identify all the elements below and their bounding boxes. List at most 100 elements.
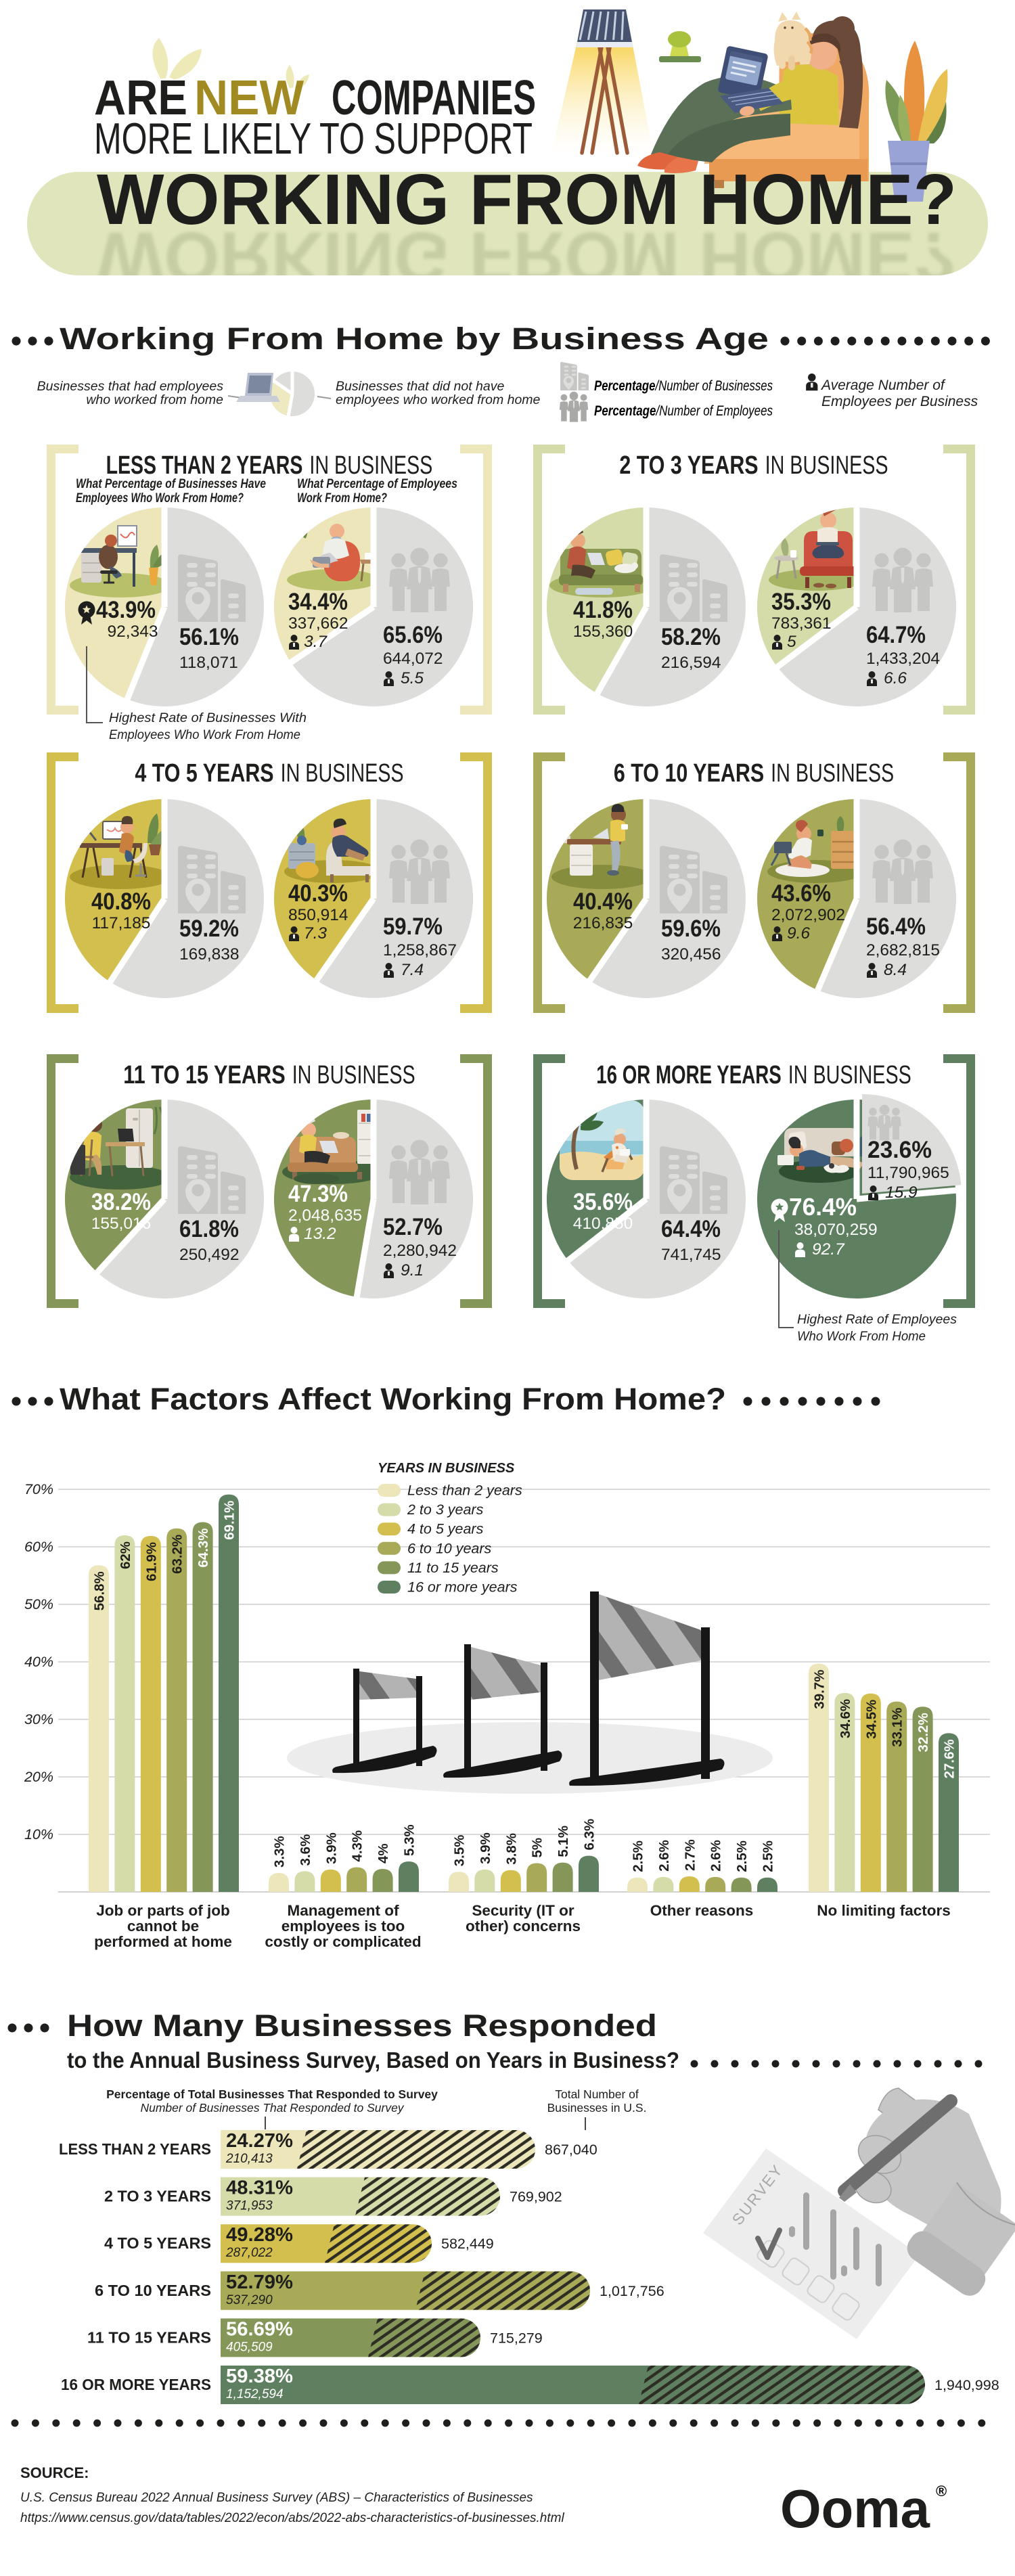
svg-text:41.8%: 41.8% (573, 597, 633, 623)
svg-text:No limiting factors: No limiting factors (817, 1902, 951, 1919)
svg-text:performed at home: performed at home (94, 1933, 232, 1950)
svg-text:2,682,815: 2,682,815 (866, 941, 940, 959)
svg-text:6.3%: 6.3% (582, 1819, 597, 1851)
svg-text:15.9: 15.9 (885, 1183, 918, 1202)
svg-text:https://www.census.gov/data/ta: https://www.census.gov/data/tables/2022/… (20, 2511, 564, 2525)
svg-text:6 TO 10 YEARS: 6 TO 10 YEARS (614, 759, 764, 788)
svg-text:Highest Rate of Businesses Wit: Highest Rate of Businesses With (109, 710, 307, 725)
svg-text:U.S. Census Bureau 2022 Annual: U.S. Census Bureau 2022 Annual Business … (20, 2491, 533, 2505)
svg-text:24.27%: 24.27% (226, 2130, 293, 2152)
svg-text:What Percentage of Businesses: What Percentage of Businesses Have (76, 476, 266, 491)
svg-text:40%: 40% (24, 1654, 53, 1670)
svg-text:56.8%: 56.8% (92, 1571, 108, 1610)
svg-text:40.3%: 40.3% (288, 880, 348, 907)
svg-text:405,509: 405,509 (226, 2340, 273, 2354)
svg-text:40.4%: 40.4% (573, 888, 633, 915)
svg-text:644,072: 644,072 (383, 650, 443, 668)
svg-text:Other reasons: Other reasons (650, 1902, 754, 1919)
svg-text:16 OR MORE YEARS: 16 OR MORE YEARS (596, 1061, 782, 1089)
svg-text:35.6%: 35.6% (573, 1189, 633, 1215)
svg-text:76.4%: 76.4% (789, 1193, 857, 1221)
svg-text:1,152,594: 1,152,594 (226, 2387, 284, 2401)
svg-text:32.2%: 32.2% (916, 1713, 931, 1752)
svg-text:Average Number of: Average Number of (820, 378, 946, 393)
svg-text:2.7%: 2.7% (682, 1839, 698, 1871)
svg-text:715,279: 715,279 (490, 2330, 543, 2346)
svg-text:59.2%: 59.2% (179, 916, 239, 942)
svg-text:2.6%: 2.6% (656, 1840, 672, 1872)
svg-text:49.28%: 49.28% (226, 2224, 293, 2246)
svg-text:other) concerns: other) concerns (466, 1918, 581, 1935)
svg-text:WORKING FROM HOME?: WORKING FROM HOME? (97, 217, 957, 297)
svg-text:769,902: 769,902 (510, 2189, 562, 2205)
svg-text:10%: 10% (24, 1826, 53, 1843)
svg-text:23.6%: 23.6% (867, 1137, 932, 1163)
svg-text:63.2%: 63.2% (170, 1535, 185, 1574)
svg-text:410,850: 410,850 (573, 1215, 633, 1233)
svg-text:867,040: 867,040 (545, 2142, 597, 2158)
svg-text:5.5: 5.5 (401, 669, 424, 687)
svg-text:LESS THAN 2 YEARS: LESS THAN 2 YEARS (59, 2140, 211, 2158)
svg-text:2,048,635: 2,048,635 (288, 1206, 362, 1225)
svg-text:Number of Businesses That Resp: Number of Businesses That Responded to S… (140, 2101, 404, 2115)
svg-text:Highest Rate of Employees: Highest Rate of Employees (797, 1312, 957, 1327)
svg-text:48.31%: 48.31% (226, 2177, 293, 2199)
svg-text:4.3%: 4.3% (350, 1830, 365, 1862)
svg-text:5.1%: 5.1% (556, 1826, 571, 1857)
svg-text:92.7: 92.7 (812, 1240, 845, 1259)
svg-text:Businesses in U.S.: Businesses in U.S. (547, 2101, 647, 2115)
svg-text:741,745: 741,745 (661, 1246, 721, 1264)
svg-text:How Many Businesses Responded: How Many Businesses Responded (67, 2008, 657, 2043)
svg-text:cannot be: cannot be (127, 1918, 199, 1935)
svg-text:2 TO 3 YEARS: 2 TO 3 YEARS (619, 451, 758, 480)
svg-text:117,185: 117,185 (92, 914, 151, 932)
svg-text:30%: 30% (24, 1711, 53, 1727)
svg-text:2.6%: 2.6% (708, 1840, 724, 1872)
svg-text:2,280,942: 2,280,942 (383, 1242, 457, 1260)
svg-text:56.69%: 56.69% (226, 2318, 293, 2340)
svg-text:216,835: 216,835 (573, 914, 633, 932)
svg-text:20%: 20% (24, 1769, 53, 1785)
svg-text:65.6%: 65.6% (383, 622, 443, 648)
svg-text:35.3%: 35.3% (771, 589, 831, 615)
svg-text:7.3: 7.3 (304, 924, 327, 943)
svg-text:ARE: ARE (94, 71, 187, 125)
svg-text:WORKING FROM HOME?: WORKING FROM HOME? (97, 160, 957, 240)
svg-text:SOURCE:: SOURCE: (20, 2464, 89, 2481)
svg-text:2.5%: 2.5% (761, 1840, 776, 1872)
svg-text:59.38%: 59.38% (226, 2366, 293, 2387)
svg-text:4 TO 5 YEARS: 4 TO 5 YEARS (104, 2234, 211, 2252)
svg-text:52.7%: 52.7% (383, 1214, 443, 1240)
svg-text:33.1%: 33.1% (890, 1708, 905, 1747)
svg-text:50%: 50% (24, 1596, 53, 1612)
svg-text:27.6%: 27.6% (942, 1739, 957, 1778)
svg-text:®: ® (936, 2483, 947, 2500)
svg-text:64.7%: 64.7% (866, 622, 926, 648)
svg-text:371,953: 371,953 (226, 2199, 273, 2213)
svg-text:3.3%: 3.3% (272, 1836, 288, 1868)
svg-text:11 to 15 years: 11 to 15 years (407, 1560, 499, 1576)
svg-text:3.9%: 3.9% (323, 1832, 339, 1864)
svg-text:7.4: 7.4 (401, 961, 424, 979)
svg-text:Who Work From Home: Who Work From Home (797, 1329, 926, 1344)
svg-text:62%: 62% (118, 1541, 133, 1569)
svg-text:287,022: 287,022 (225, 2246, 273, 2260)
svg-text:IN BUSINESS: IN BUSINESS (771, 759, 894, 788)
svg-text:IN BUSINESS: IN BUSINESS (281, 759, 404, 788)
svg-text:NEW: NEW (194, 71, 304, 125)
svg-text:537,290: 537,290 (226, 2293, 273, 2307)
svg-text:64.4%: 64.4% (661, 1216, 721, 1242)
svg-text:11 TO 15 YEARS: 11 TO 15 YEARS (123, 1061, 285, 1089)
svg-text:Less than 2 years: Less than 2 years (407, 1483, 522, 1499)
svg-text:1,940,998: 1,940,998 (934, 2377, 999, 2393)
svg-text:COMPANIES: COMPANIES (332, 71, 536, 125)
svg-text:13.2: 13.2 (304, 1225, 336, 1243)
svg-text:38.2%: 38.2% (91, 1189, 151, 1215)
svg-text:IN BUSINESS: IN BUSINESS (788, 1061, 911, 1089)
svg-text:IN BUSINESS: IN BUSINESS (309, 451, 432, 480)
svg-text:216,594: 216,594 (661, 654, 721, 672)
svg-text:6 TO 10 YEARS: 6 TO 10 YEARS (95, 2282, 211, 2299)
svg-text:47.3%: 47.3% (288, 1181, 348, 1207)
svg-text:52.79%: 52.79% (226, 2272, 293, 2293)
svg-text:What Factors Affect Working Fr: What Factors Affect Working From Home? (60, 1382, 726, 1416)
